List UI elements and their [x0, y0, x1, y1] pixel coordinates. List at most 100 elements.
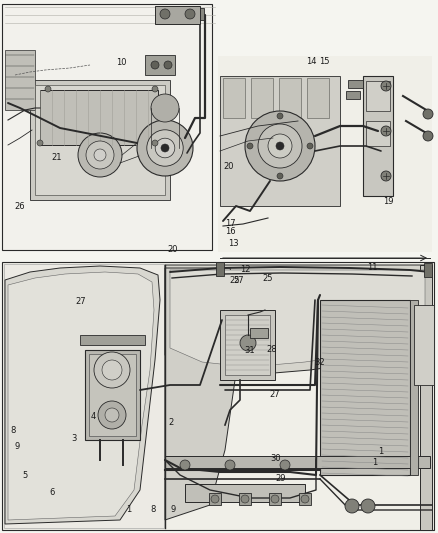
Text: 27: 27	[233, 277, 244, 285]
Bar	[424, 263, 432, 277]
Bar	[35, 85, 165, 195]
Text: 19: 19	[383, 197, 394, 206]
Text: 20: 20	[168, 245, 178, 254]
Text: 29: 29	[275, 474, 286, 483]
Bar	[420, 265, 432, 530]
Circle shape	[247, 143, 253, 149]
Text: 2: 2	[168, 418, 173, 427]
Bar	[348, 80, 363, 88]
Circle shape	[102, 360, 122, 380]
Text: 25: 25	[263, 274, 273, 283]
Text: 1: 1	[127, 505, 132, 513]
Circle shape	[381, 126, 391, 136]
Text: 10: 10	[117, 59, 127, 67]
Circle shape	[94, 352, 130, 388]
Circle shape	[258, 124, 302, 168]
Bar	[185, 484, 305, 502]
Text: 27: 27	[270, 390, 280, 399]
Bar	[188, 8, 204, 20]
Circle shape	[240, 335, 256, 351]
Circle shape	[276, 142, 284, 150]
Circle shape	[345, 499, 359, 513]
Circle shape	[271, 495, 279, 503]
Bar	[250, 328, 268, 338]
Bar	[5, 7, 209, 247]
Circle shape	[86, 141, 114, 169]
Circle shape	[37, 140, 43, 146]
Text: 32: 32	[314, 358, 325, 367]
Circle shape	[185, 9, 195, 19]
Circle shape	[105, 408, 119, 422]
Text: 1: 1	[378, 448, 384, 456]
Text: 26: 26	[15, 203, 25, 211]
Text: 5: 5	[23, 472, 28, 480]
Text: 1: 1	[372, 458, 377, 467]
Polygon shape	[8, 272, 154, 520]
Text: 14: 14	[306, 58, 316, 66]
Bar	[223, 78, 245, 118]
Bar	[414, 305, 434, 385]
Bar	[85, 350, 140, 440]
Text: 20: 20	[224, 162, 234, 171]
Circle shape	[268, 134, 292, 158]
Bar	[220, 310, 275, 380]
Text: 30: 30	[271, 454, 281, 463]
Text: 28: 28	[266, 345, 277, 353]
Bar	[366, 121, 390, 146]
Circle shape	[381, 171, 391, 181]
Circle shape	[151, 61, 159, 69]
Bar	[89, 354, 136, 436]
Circle shape	[151, 94, 179, 122]
Circle shape	[155, 138, 175, 158]
Text: 4: 4	[90, 413, 95, 421]
Bar	[218, 56, 432, 252]
Circle shape	[94, 149, 106, 161]
Bar	[5, 50, 35, 110]
Bar	[30, 80, 170, 200]
Text: 8: 8	[11, 426, 16, 435]
Circle shape	[160, 9, 170, 19]
Bar	[346, 91, 360, 99]
Bar	[269, 493, 281, 505]
Bar	[307, 78, 329, 118]
Circle shape	[137, 120, 193, 176]
Bar	[40, 90, 158, 145]
Bar	[170, 8, 184, 18]
Text: 31: 31	[244, 346, 255, 355]
Circle shape	[423, 131, 433, 141]
Text: 13: 13	[229, 239, 239, 247]
Circle shape	[147, 130, 183, 166]
Polygon shape	[170, 270, 425, 367]
Text: 17: 17	[225, 220, 235, 228]
Bar	[239, 493, 251, 505]
Text: 9: 9	[170, 505, 176, 513]
Circle shape	[423, 109, 433, 119]
Polygon shape	[5, 266, 160, 524]
Bar	[165, 456, 430, 468]
Bar	[320, 300, 410, 475]
Circle shape	[211, 495, 219, 503]
Circle shape	[152, 140, 158, 146]
Circle shape	[381, 81, 391, 91]
Circle shape	[180, 460, 190, 470]
Bar	[80, 335, 145, 345]
Text: 3: 3	[71, 434, 76, 442]
Circle shape	[98, 401, 126, 429]
Circle shape	[78, 133, 122, 177]
Bar	[2, 262, 434, 530]
Text: 11: 11	[367, 263, 378, 272]
Bar	[225, 315, 270, 375]
Circle shape	[241, 495, 249, 503]
Circle shape	[164, 61, 172, 69]
Text: 6: 6	[50, 488, 55, 497]
Text: 27: 27	[76, 297, 86, 306]
Text: 8: 8	[151, 505, 156, 513]
Bar	[251, 78, 273, 118]
Bar	[410, 300, 418, 475]
Text: 15: 15	[319, 58, 329, 66]
Circle shape	[301, 495, 309, 503]
Circle shape	[161, 144, 169, 152]
Text: 9: 9	[15, 442, 20, 451]
Circle shape	[225, 460, 235, 470]
Text: 25: 25	[229, 277, 240, 285]
